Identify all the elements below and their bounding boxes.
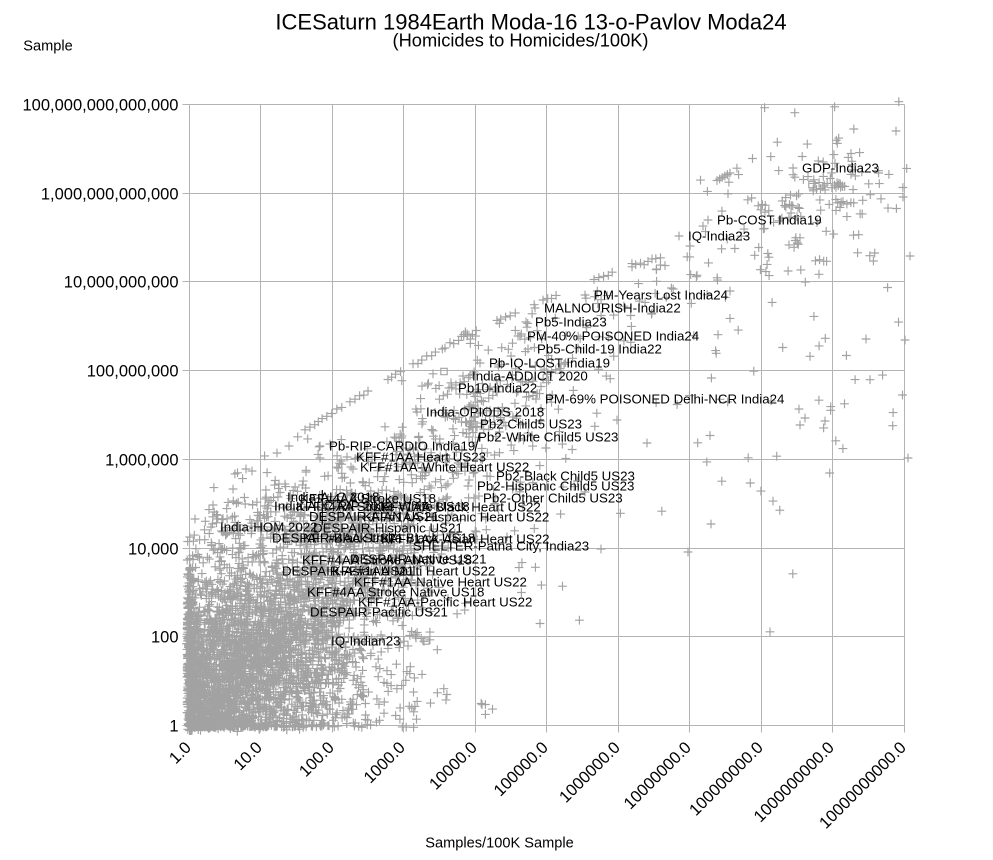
svg-text:Pb-RIP-CARDIO India19: Pb-RIP-CARDIO India19: [329, 439, 475, 454]
svg-text:Pb2-Black Child5 US23: Pb2-Black Child5 US23: [496, 469, 635, 484]
svg-text:KFF#4AA Stroke Native US18: KFF#4AA Stroke Native US18: [307, 585, 484, 600]
svg-text:KFF#1AA-White Heart US22: KFF#1AA-White Heart US22: [360, 460, 529, 475]
svg-text:Samples/100K Sample: Samples/100K Sample: [425, 836, 573, 852]
svg-text:1,000,000: 1,000,000: [105, 451, 178, 469]
svg-text:MALNOURISH-India22: MALNOURISH-India22: [544, 301, 681, 316]
svg-text:100: 100: [151, 628, 179, 646]
svg-text:10,000,000,000: 10,000,000,000: [64, 273, 179, 291]
svg-text:KFF#1AA-Multi Heart US22: KFF#1AA-Multi Heart US22: [332, 564, 495, 579]
svg-text:IQ-Indian23: IQ-Indian23: [331, 634, 400, 649]
svg-text:India-ALC 2018: India-ALC 2018: [287, 490, 379, 505]
svg-text:India-OPIODS 2018: India-OPIODS 2018: [426, 405, 544, 420]
svg-text:1,000,000,000,000: 1,000,000,000,000: [41, 185, 179, 203]
svg-text:DESPAIR-AIAN US21: DESPAIR-AIAN US21: [309, 509, 439, 524]
svg-text:DESPAIR-Hispanic US21: DESPAIR-Hispanic US21: [313, 521, 463, 536]
svg-text:DESPAIR-Black US21: DESPAIR-Black US21: [272, 531, 403, 546]
svg-text:SHELTER-Patna City, India23: SHELTER-Patna City, India23: [413, 539, 589, 554]
svg-text:DESPAIR-Pacific US21: DESPAIR-Pacific US21: [310, 605, 448, 620]
svg-text:Pb5-India23: Pb5-India23: [535, 315, 607, 330]
svg-text:DESPAIR-Asian US21: DESPAIR-Asian US21: [282, 564, 414, 579]
svg-text:KFF#4AA Stroke Black US18: KFF#4AA Stroke Black US18: [303, 531, 475, 546]
svg-text:Pb2 Child5 US23: Pb2 Child5 US23: [480, 417, 582, 432]
svg-text:Pb2-White Child5 US23: Pb2-White Child5 US23: [478, 430, 618, 445]
svg-text:KFF#1AA Heart US23: KFF#1AA Heart US23: [356, 450, 486, 465]
svg-text:100,000,000: 100,000,000: [87, 362, 179, 380]
svg-text:PM-Years Lost India24: PM-Years Lost India24: [594, 288, 728, 303]
svg-text:KFF#1AA-Hispanic Heart US22: KFF#1AA-Hispanic Heart US22: [363, 510, 549, 525]
svg-text:KFF#1AA-Native Heart US22: KFF#1AA-Native Heart US22: [354, 575, 527, 590]
svg-text:Pb-COST India19: Pb-COST India19: [717, 213, 822, 228]
svg-text:India-ADDICT 2020: India-ADDICT 2020: [472, 369, 588, 384]
svg-text:India-HOM 2022: India-HOM 2022: [220, 520, 318, 535]
svg-text:ICESaturn 1984Earth Moda-16 13: ICESaturn 1984Earth Moda-16 13-o-Pavlov …: [275, 9, 786, 34]
svg-text:KFF#1AA-Asian Heart US22: KFF#1AA-Asian Heart US22: [381, 532, 550, 547]
svg-text:IQ-India23: IQ-India23: [688, 229, 750, 244]
svg-text:Pb2-Hispanic Child5 US23: Pb2-Hispanic Child5 US23: [477, 479, 634, 494]
svg-text:Pb2-Other Child5 US23: Pb2-Other Child5 US23: [483, 491, 623, 506]
svg-text:100,000,000,000,000: 100,000,000,000,000: [23, 96, 179, 114]
svg-text:KFF#4AA Stroke White US18: KFF#4AA Stroke White US18: [296, 499, 470, 514]
svg-text:10,000: 10,000: [128, 540, 178, 558]
svg-text:KFF#4AA Stroke US18: KFF#4AA Stroke US18: [300, 491, 436, 506]
svg-text:KFF#1AA-Black Heart US22: KFF#1AA-Black Heart US22: [373, 500, 541, 515]
svg-text:KFF#4AA Stroke AIAN US18: KFF#4AA Stroke AIAN US18: [302, 553, 472, 568]
svg-text:PM-40% POISONED India24: PM-40% POISONED India24: [527, 329, 699, 344]
svg-text:1: 1: [169, 717, 178, 735]
svg-text:Sample: Sample: [23, 39, 72, 55]
svg-text:PM-69% POISONED Delhi-NCR Indi: PM-69% POISONED Delhi-NCR India24: [545, 392, 784, 407]
svg-text:(Homicides to Homicides/100K): (Homicides to Homicides/100K): [392, 30, 648, 51]
svg-text:DESPAIR-Native US21: DESPAIR-Native US21: [350, 552, 486, 567]
svg-text:Pb5-Child-19 India22: Pb5-Child-19 India22: [537, 342, 662, 357]
svg-text:GDP-India23: GDP-India23: [802, 161, 879, 176]
svg-text:India-ALC-RIP 2019: India-ALC-RIP 2019: [274, 499, 393, 514]
svg-text:Pb-IQ-LOST India19: Pb-IQ-LOST India19: [489, 356, 610, 371]
svg-text:Pb10-India22: Pb10-India22: [458, 381, 537, 396]
svg-text:KFF#1AA-Pacific Heart US22: KFF#1AA-Pacific Heart US22: [358, 595, 532, 610]
